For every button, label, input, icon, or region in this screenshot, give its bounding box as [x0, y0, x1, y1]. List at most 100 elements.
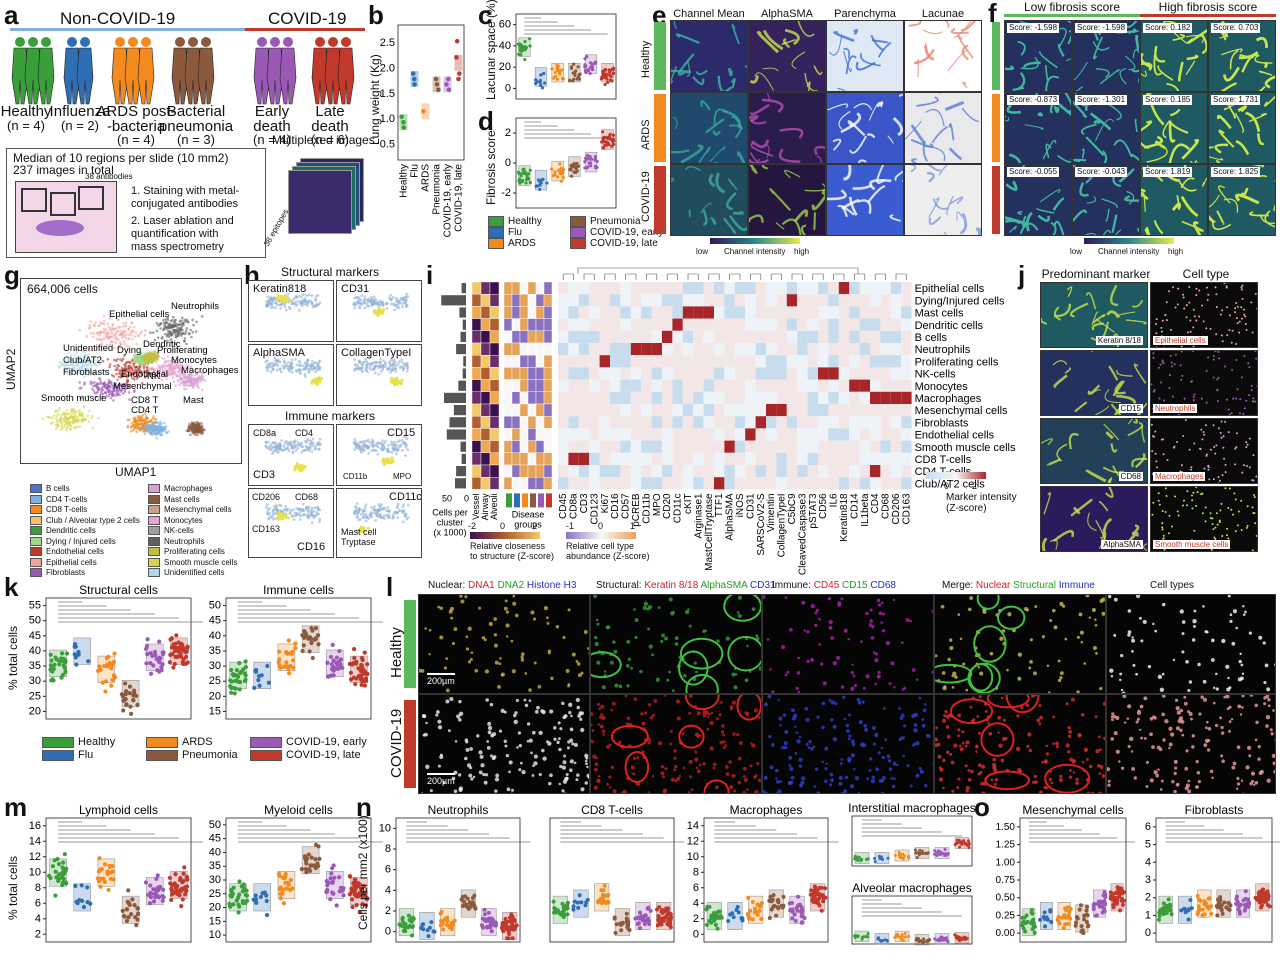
f-image-tile: Score: 1.825 — [1208, 164, 1276, 236]
umap-point — [142, 430, 145, 433]
heatmap-cell — [786, 318, 798, 331]
plot-frame — [225, 597, 372, 720]
umap-point — [124, 369, 128, 372]
legend-item: Flu — [488, 227, 522, 238]
heatmap-cell — [724, 404, 735, 417]
heatmap-cell — [589, 318, 600, 331]
data-point — [816, 897, 821, 902]
heatmap-cell — [662, 330, 673, 343]
legend-item: Mast cells — [148, 495, 200, 505]
heatmap-cell — [745, 294, 756, 307]
abundance-cell — [527, 330, 537, 344]
heatmap-cell — [682, 330, 694, 343]
data-point — [565, 912, 570, 917]
umap-point — [144, 427, 148, 431]
data-point — [490, 917, 495, 922]
umap-point — [136, 334, 140, 337]
umap-point — [108, 343, 111, 346]
umap-point — [188, 367, 191, 371]
data-point — [243, 664, 249, 670]
y-tick-label: -2 — [501, 187, 511, 199]
umap-point — [183, 337, 187, 340]
heatmap-cell — [662, 355, 673, 368]
umap-point — [135, 427, 138, 430]
heatmap-cell — [797, 465, 808, 478]
data-point — [646, 918, 651, 923]
umap-point — [155, 358, 159, 362]
data-point — [523, 57, 527, 62]
umap-point — [102, 337, 106, 340]
umap-point — [186, 320, 190, 324]
disease-group-swatch — [506, 493, 512, 508]
column-label: MastCellTryptase — [704, 493, 715, 571]
data-point — [50, 864, 56, 869]
column-label: CD16 — [610, 493, 621, 519]
cluster-size-bar — [441, 295, 466, 306]
heatmap-cell — [786, 282, 798, 295]
data-point — [427, 925, 432, 930]
data-point — [903, 931, 907, 935]
umap-point — [92, 332, 96, 335]
plot-title: Lymphoid cells — [79, 803, 158, 817]
umap-point — [162, 365, 165, 369]
heatmap-cell — [578, 330, 590, 343]
heatmap-cell — [901, 367, 912, 380]
heatmap-cell — [901, 428, 912, 441]
umap-cd31: CD31 — [336, 280, 422, 342]
heatmap-cell — [714, 282, 725, 295]
data-point — [940, 935, 944, 939]
umap-point — [108, 388, 112, 392]
data-point — [361, 884, 367, 889]
data-point — [108, 864, 113, 869]
umap-point — [128, 325, 132, 329]
heatmap-cell — [610, 452, 621, 465]
heatmap-cell — [672, 294, 683, 307]
cohort-n: (n = 2) — [61, 118, 99, 133]
umap-point — [118, 344, 121, 348]
data-point — [602, 883, 607, 888]
heatmap-cell — [807, 440, 818, 453]
heatmap-cell — [901, 379, 912, 392]
heatmap-cell — [724, 318, 735, 331]
data-point — [102, 663, 107, 669]
umap-point — [102, 384, 106, 388]
heatmap-cell — [797, 440, 808, 453]
data-point — [313, 865, 318, 871]
data-point — [569, 174, 574, 178]
heatmap-cell — [662, 282, 673, 295]
heatmap-cell — [838, 428, 850, 441]
legend-item: Healthy — [488, 216, 542, 227]
umap-point — [175, 324, 178, 328]
data-point — [572, 170, 576, 174]
data-point — [781, 903, 786, 908]
heatmap-cell — [599, 318, 610, 331]
umap-point — [169, 370, 172, 374]
j-celltype-label: Smooth muscle cells — [1153, 540, 1231, 549]
heatmap-cell — [620, 367, 631, 380]
heatmap-cell — [797, 343, 808, 356]
umap-point — [124, 324, 128, 328]
data-point — [450, 920, 455, 925]
data-point — [1031, 917, 1036, 922]
heatmap-cell — [693, 428, 704, 441]
umap-point — [159, 366, 163, 370]
data-point — [237, 879, 242, 884]
data-point — [1209, 911, 1214, 916]
data-point — [510, 936, 515, 941]
umap-point — [197, 380, 200, 384]
data-point — [1156, 917, 1161, 922]
heatmap-cell — [610, 367, 621, 380]
umap-point — [70, 353, 73, 357]
data-point — [715, 909, 720, 914]
umap-point — [119, 330, 123, 333]
images-text: 237 images in total — [13, 163, 114, 177]
heatmap-cell — [859, 452, 870, 465]
data-point — [299, 867, 304, 872]
umap-point — [144, 423, 147, 427]
e-image-tile — [826, 20, 904, 92]
data-point — [1068, 916, 1073, 921]
closeness-cell — [489, 306, 500, 319]
data-point — [944, 936, 948, 940]
data-point — [522, 167, 526, 171]
umap-point — [78, 361, 82, 365]
